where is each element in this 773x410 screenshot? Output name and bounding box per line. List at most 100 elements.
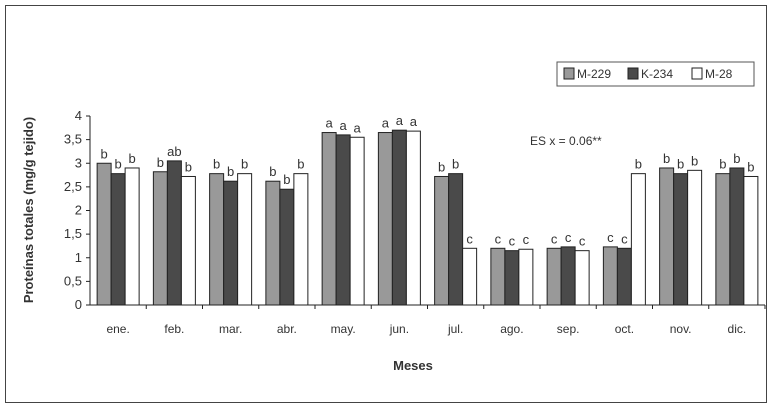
x-axis: ene. feb. mar. abr. may. jun. jul. ago. sep. oct.… (90, 304, 766, 336)
significance-letter: a (340, 118, 348, 133)
bar-m-229-3 (265, 180, 281, 306)
y-tick-label: 3 (75, 155, 82, 170)
significance-letter: c (495, 231, 502, 246)
significance-letter: b (129, 151, 136, 166)
legend-label: M-28 (705, 67, 733, 81)
bar-m-229-10 (659, 167, 675, 306)
x-tick-label: feb. (164, 322, 184, 336)
y-tick-label: 4 (75, 108, 82, 123)
significance-letter: c (551, 231, 558, 246)
significance-letter: b (733, 151, 740, 166)
x-axis-title: Meses (393, 358, 433, 373)
bar-m-28-2 (237, 173, 253, 306)
significance-letter: a (354, 120, 362, 135)
significance-letter: b (691, 153, 698, 168)
y-tick-label: 0 (75, 297, 82, 312)
significance-letter: c (579, 234, 586, 249)
bar-m-28-0 (124, 167, 140, 306)
significance-letter: b (101, 146, 108, 161)
bar-m-28-4 (349, 136, 365, 306)
significance-letter: b (185, 159, 192, 174)
x-tick-label: dic. (728, 322, 747, 336)
significance-letter: b (157, 155, 164, 170)
bar-m-28-1 (180, 175, 196, 306)
significance-letter: b (438, 159, 445, 174)
legend-swatch (627, 67, 639, 80)
y-tick-label: 0,5 (64, 273, 82, 288)
x-tick-label: jul. (447, 322, 463, 336)
significance-letter: c (621, 231, 628, 246)
bar-k-234-0 (110, 173, 126, 306)
significance-letter: a (410, 114, 418, 129)
legend-frame (556, 61, 755, 87)
x-tick-label: mar. (219, 322, 242, 336)
bar-m-229-4 (321, 132, 337, 306)
bar-m-28-3 (293, 173, 309, 306)
x-tick-label: jun. (389, 322, 409, 336)
bar-m-28-7 (518, 248, 534, 306)
significance-letter: b (297, 157, 304, 172)
bar-k-234-2 (223, 180, 239, 306)
significance-letter: b (635, 157, 642, 172)
significance-letter: a (326, 116, 334, 131)
x-tick-label: oct. (615, 322, 634, 336)
bar-k-234-9 (616, 247, 632, 306)
y-tick-label: 2 (75, 203, 82, 218)
significance-letter: c (565, 230, 572, 245)
significance-letter: c (466, 231, 473, 246)
bar-m-28-10 (687, 169, 703, 306)
bar-m-229-7 (490, 247, 506, 306)
bar-m-229-5 (377, 132, 393, 306)
y-tick-label: 1,5 (64, 226, 82, 241)
x-tick-label: sep. (557, 322, 580, 336)
legend-swatch (563, 67, 575, 80)
significance-letter: b (241, 157, 248, 172)
bar-m-229-1 (152, 171, 168, 306)
bar-m-28-8 (574, 250, 590, 306)
bar-k-234-8 (560, 246, 576, 306)
significance-letter: a (396, 113, 404, 128)
stderr-annotation: ES x = 0.06** (530, 134, 602, 148)
bar-m-229-11 (715, 173, 731, 306)
significance-letter: b (227, 164, 234, 179)
bar-k-234-11 (729, 167, 745, 306)
legend-swatch (691, 67, 703, 80)
significance-letter: b (213, 157, 220, 172)
x-tick-label: nov. (670, 322, 692, 336)
significance-letter: b (663, 151, 670, 166)
significance-letter: c (523, 232, 530, 247)
legend-label: K-234 (641, 67, 673, 81)
bar-m-229-6 (434, 175, 450, 306)
y-tick-label: 2,5 (64, 179, 82, 194)
bar-k-234-5 (391, 129, 407, 306)
significance-letter: b (719, 157, 726, 172)
bar-k-234-6 (448, 173, 464, 306)
significance-letter: b (747, 159, 754, 174)
significance-letter: b (283, 172, 290, 187)
bar-m-28-5 (405, 130, 421, 306)
significance-letter: b (269, 164, 276, 179)
bar-m-229-8 (546, 247, 562, 306)
y-axis: 0 0,5 1 1,5 2 2,5 3 3,5 4 (64, 108, 91, 312)
bar-m-28-11 (743, 175, 759, 306)
significance-letter: b (115, 157, 122, 172)
y-axis-title: Proteínas totales (mg/g tejido) (21, 117, 36, 303)
significance-letter: b (452, 157, 459, 172)
x-tick-label: abr. (277, 322, 297, 336)
bar-k-234-10 (673, 173, 689, 306)
bar-m-28-6 (462, 247, 478, 306)
x-tick-label: ago. (500, 322, 523, 336)
x-tick-label: may. (331, 322, 356, 336)
y-tick-label: 1 (75, 250, 82, 265)
bar-k-234-1 (166, 160, 182, 306)
legend: M-229 K-234 M-28 (556, 61, 755, 87)
bar-m-28-9 (630, 173, 646, 306)
significance-letter: c (509, 234, 516, 249)
bar-k-234-4 (335, 134, 351, 306)
bar-m-229-9 (602, 246, 618, 306)
bars (96, 129, 759, 306)
bar-k-234-7 (504, 250, 520, 306)
significance-letter: c (607, 230, 614, 245)
